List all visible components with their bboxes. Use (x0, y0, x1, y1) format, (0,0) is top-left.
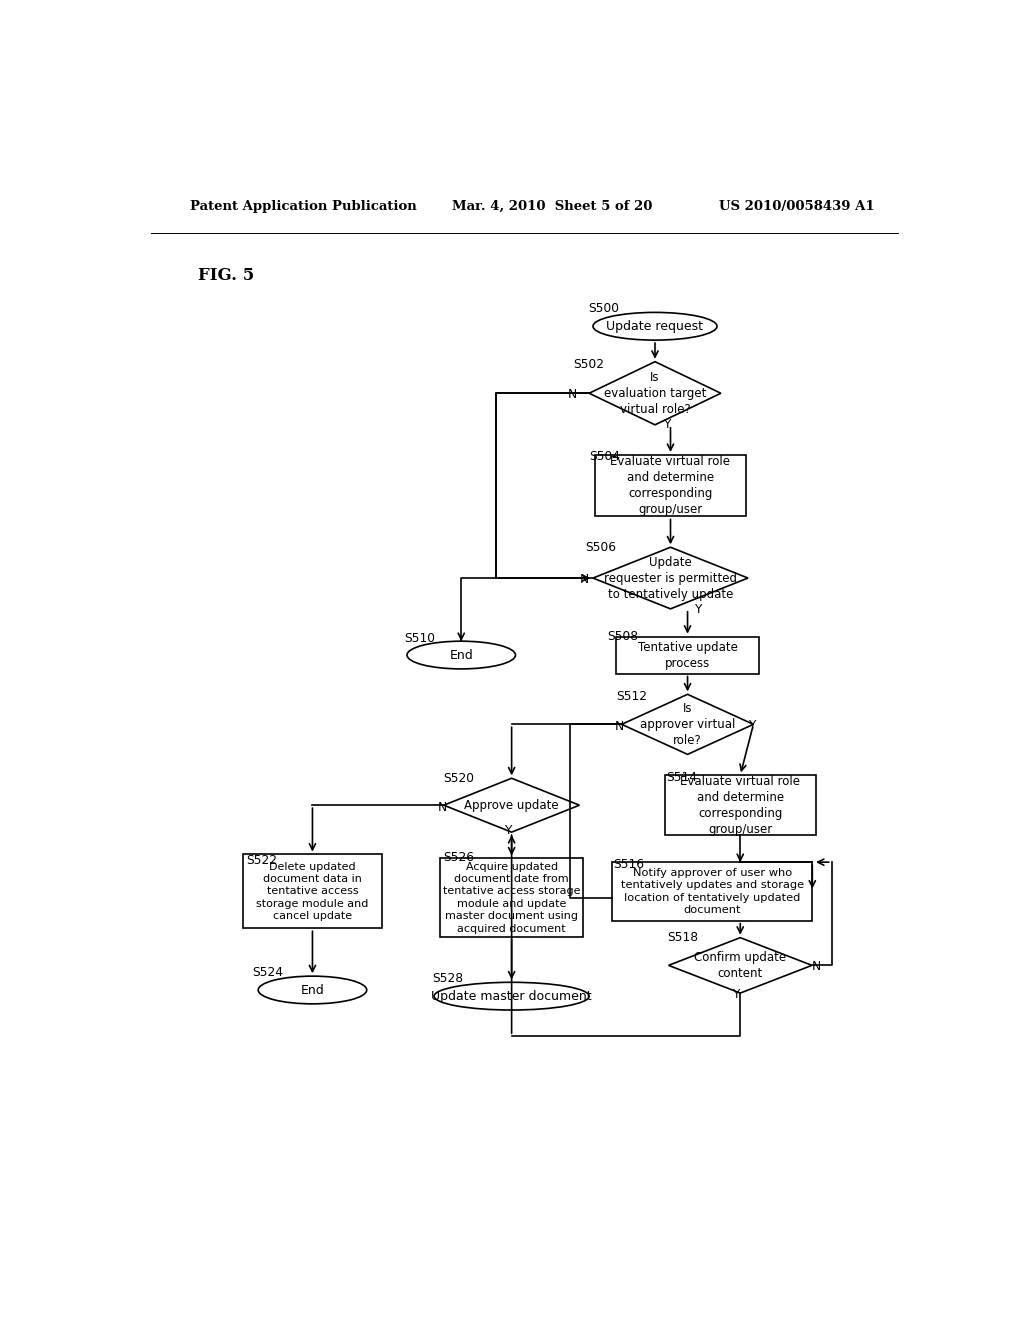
Text: End: End (450, 648, 473, 661)
Bar (665, 775, 816, 836)
Bar (612, 862, 812, 921)
Text: FIG. 5: FIG. 5 (198, 267, 254, 284)
Text: Evaluate virtual role
and determine
corresponding
group/user: Evaluate virtual role and determine corr… (680, 775, 800, 836)
Text: Y: Y (748, 719, 756, 733)
Text: N: N (614, 719, 624, 733)
Text: S506: S506 (586, 541, 616, 554)
Text: Acquire updated
document date from
tentative access storage
module and update
ma: Acquire updated document date from tenta… (442, 862, 581, 933)
Text: Patent Application Publication: Patent Application Publication (190, 199, 417, 213)
Text: Update master document: Update master document (431, 990, 592, 1003)
Text: S512: S512 (616, 690, 647, 704)
Bar (595, 455, 746, 516)
Text: Mar. 4, 2010  Sheet 5 of 20: Mar. 4, 2010 Sheet 5 of 20 (452, 199, 652, 213)
Text: S508: S508 (607, 631, 638, 643)
Text: Tentative update
process: Tentative update process (638, 640, 737, 669)
Text: Y: Y (732, 987, 740, 1001)
Text: Approve update: Approve update (464, 799, 559, 812)
Text: S500: S500 (589, 302, 620, 315)
Bar (615, 636, 759, 673)
Text: S516: S516 (613, 858, 644, 871)
Text: N: N (438, 801, 447, 813)
Text: Is
evaluation target
virtual role?: Is evaluation target virtual role? (604, 371, 707, 416)
Text: Y: Y (693, 603, 701, 615)
Text: Notify approver of user who
tentatively updates and storage
location of tentativ: Notify approver of user who tentatively … (621, 867, 804, 915)
Text: Confirm update
content: Confirm update content (694, 950, 786, 979)
Text: Update request: Update request (606, 319, 703, 333)
Text: Evaluate virtual role
and determine
corresponding
group/user: Evaluate virtual role and determine corr… (610, 455, 730, 516)
Text: Y: Y (663, 418, 670, 430)
Text: S528: S528 (432, 973, 464, 985)
Text: S514: S514 (666, 771, 697, 784)
Text: S502: S502 (573, 358, 604, 371)
Text: Is
approver virtual
role?: Is approver virtual role? (640, 702, 735, 747)
Text: S510: S510 (403, 632, 435, 645)
Text: Update
requester is permitted
to tentatively update: Update requester is permitted to tentati… (604, 556, 737, 601)
Text: S522: S522 (246, 854, 276, 867)
Text: S504: S504 (589, 450, 621, 463)
Text: N: N (812, 960, 821, 973)
Text: N: N (580, 573, 589, 586)
Text: S526: S526 (443, 851, 474, 865)
Bar (440, 858, 584, 937)
Text: Delete updated
document data in
tentative access
storage module and
cancel updat: Delete updated document data in tentativ… (256, 862, 369, 921)
Text: S524: S524 (252, 966, 283, 979)
Text: Y: Y (504, 824, 511, 837)
Bar (243, 854, 382, 928)
Text: US 2010/0058439 A1: US 2010/0058439 A1 (719, 199, 874, 213)
Text: N: N (567, 388, 577, 401)
Text: S520: S520 (443, 772, 474, 785)
Text: End: End (301, 983, 325, 997)
Text: S518: S518 (668, 931, 698, 944)
